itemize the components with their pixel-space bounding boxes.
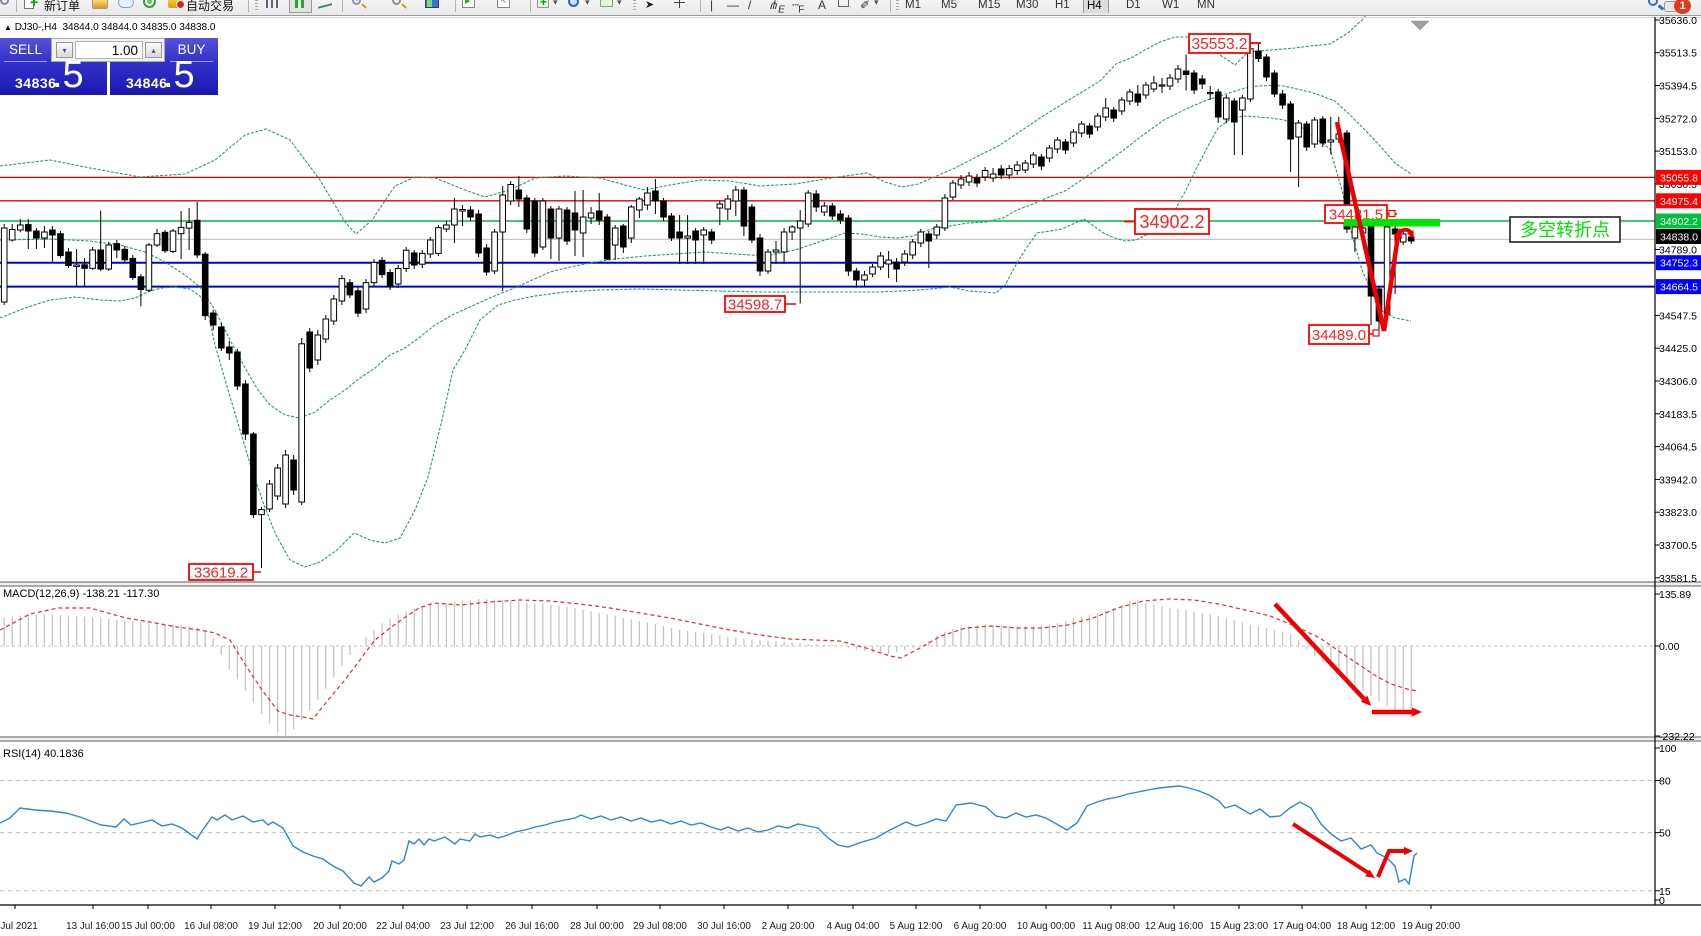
svg-text:34306.0: 34306.0	[1659, 376, 1697, 388]
svg-text:35553.2: 35553.2	[1191, 36, 1247, 53]
svg-text:34902.2: 34902.2	[1660, 216, 1698, 228]
svg-text:33619.2: 33619.2	[194, 564, 248, 581]
svg-text:33581.5: 33581.5	[1659, 573, 1697, 585]
svg-text:35055.8: 35055.8	[1660, 172, 1698, 184]
svg-text:17 Aug 04:00: 17 Aug 04:00	[1273, 921, 1332, 932]
svg-text:5 Aug 12:00: 5 Aug 12:00	[890, 921, 943, 932]
svg-text:34902.2: 34902.2	[1139, 212, 1204, 232]
svg-text:4 Aug 04:00: 4 Aug 04:00	[827, 921, 880, 932]
svg-text:15: 15	[1659, 886, 1671, 898]
svg-text:34064.5: 34064.5	[1659, 442, 1697, 454]
svg-text:19 Jul 12:00: 19 Jul 12:00	[248, 921, 302, 932]
svg-text:-232.22: -232.22	[1659, 731, 1695, 743]
svg-text:23 Jul 12:00: 23 Jul 12:00	[440, 921, 494, 932]
svg-text:13 Jul 16:00: 13 Jul 16:00	[66, 921, 120, 932]
svg-text:135.89: 135.89	[1659, 589, 1691, 601]
svg-text:多空转折点: 多空转折点	[1520, 220, 1610, 240]
svg-text:22 Jul 04:00: 22 Jul 04:00	[376, 921, 430, 932]
svg-text:33700.5: 33700.5	[1659, 540, 1697, 552]
svg-text:35272.0: 35272.0	[1659, 113, 1697, 125]
svg-text:20 Jul 20:00: 20 Jul 20:00	[313, 921, 367, 932]
svg-text:2 Aug 20:00: 2 Aug 20:00	[762, 921, 815, 932]
svg-text:30 Jul 16:00: 30 Jul 16:00	[697, 921, 751, 932]
svg-text:26 Jul 16:00: 26 Jul 16:00	[505, 921, 559, 932]
svg-text:35394.5: 35394.5	[1659, 81, 1697, 93]
svg-text:34975.4: 34975.4	[1660, 196, 1698, 208]
svg-text:RSI(14) 40.1836: RSI(14) 40.1836	[3, 748, 84, 760]
svg-text:35636.0: 35636.0	[1659, 15, 1697, 27]
svg-text:34752.3: 34752.3	[1660, 258, 1698, 270]
svg-text:19 Aug 20:00: 19 Aug 20:00	[1402, 921, 1461, 932]
svg-text:34425.0: 34425.0	[1659, 343, 1697, 355]
svg-text:34183.5: 34183.5	[1659, 409, 1697, 421]
svg-text:80: 80	[1659, 776, 1671, 788]
svg-text:16 Jul 08:00: 16 Jul 08:00	[184, 921, 238, 932]
svg-text:34489.0: 34489.0	[1312, 327, 1366, 344]
svg-text:35513.5: 35513.5	[1659, 48, 1697, 60]
svg-text:0: 0	[1659, 895, 1665, 907]
svg-text:0.00: 0.00	[1659, 641, 1680, 653]
svg-text:34547.5: 34547.5	[1659, 310, 1697, 322]
svg-text:MACD(12,26,9) -138.21 -117.30: MACD(12,26,9) -138.21 -117.30	[3, 588, 159, 600]
svg-text:11 Aug 08:00: 11 Aug 08:00	[1082, 921, 1140, 932]
svg-text:33942.0: 33942.0	[1659, 474, 1697, 486]
svg-text:18 Aug 12:00: 18 Aug 12:00	[1337, 921, 1396, 932]
svg-text:34838.0: 34838.0	[1660, 232, 1698, 244]
svg-text:100: 100	[1659, 743, 1677, 755]
svg-text:34598.7: 34598.7	[728, 296, 782, 313]
svg-text:15 Jul 00:00: 15 Jul 00:00	[121, 921, 175, 932]
svg-text:15 Aug 23:00: 15 Aug 23:00	[1210, 921, 1269, 932]
svg-text:34664.5: 34664.5	[1660, 282, 1698, 294]
svg-text:28 Jul 00:00: 28 Jul 00:00	[570, 921, 624, 932]
svg-text:10 Aug 00:00: 10 Aug 00:00	[1017, 921, 1076, 932]
svg-text:50: 50	[1659, 828, 1671, 840]
svg-text:35153.0: 35153.0	[1659, 146, 1697, 158]
svg-text:6 Aug 20:00: 6 Aug 20:00	[954, 921, 1007, 932]
svg-text:2 Jul 2021: 2 Jul 2021	[0, 921, 38, 932]
svg-text:29 Jul 08:00: 29 Jul 08:00	[633, 921, 687, 932]
svg-text:12 Aug 16:00: 12 Aug 16:00	[1145, 921, 1204, 932]
svg-text:33823.0: 33823.0	[1659, 507, 1697, 519]
svg-text:34789.0: 34789.0	[1659, 245, 1697, 257]
